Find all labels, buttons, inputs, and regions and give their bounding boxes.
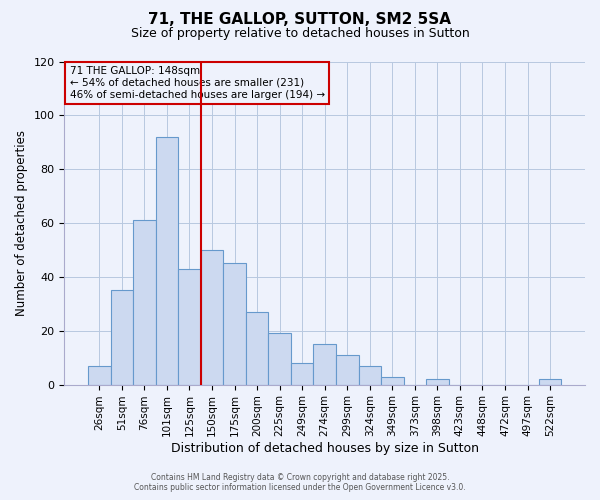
Bar: [336, 355, 359, 384]
Bar: [88, 366, 110, 384]
Text: Size of property relative to detached houses in Sutton: Size of property relative to detached ho…: [131, 28, 469, 40]
X-axis label: Distribution of detached houses by size in Sutton: Distribution of detached houses by size …: [171, 442, 479, 455]
Bar: [268, 334, 291, 384]
Bar: [201, 250, 223, 384]
Text: 71 THE GALLOP: 148sqm
← 54% of detached houses are smaller (231)
46% of semi-det: 71 THE GALLOP: 148sqm ← 54% of detached …: [70, 66, 325, 100]
Bar: [223, 264, 246, 384]
Bar: [539, 379, 562, 384]
Text: Contains HM Land Registry data © Crown copyright and database right 2025.
Contai: Contains HM Land Registry data © Crown c…: [134, 473, 466, 492]
Bar: [155, 137, 178, 384]
Bar: [133, 220, 155, 384]
Text: 71, THE GALLOP, SUTTON, SM2 5SA: 71, THE GALLOP, SUTTON, SM2 5SA: [149, 12, 452, 28]
Bar: [426, 379, 449, 384]
Bar: [359, 366, 381, 384]
Bar: [291, 363, 313, 384]
Bar: [381, 376, 404, 384]
Bar: [313, 344, 336, 385]
Y-axis label: Number of detached properties: Number of detached properties: [15, 130, 28, 316]
Bar: [178, 269, 201, 384]
Bar: [110, 290, 133, 384]
Bar: [246, 312, 268, 384]
